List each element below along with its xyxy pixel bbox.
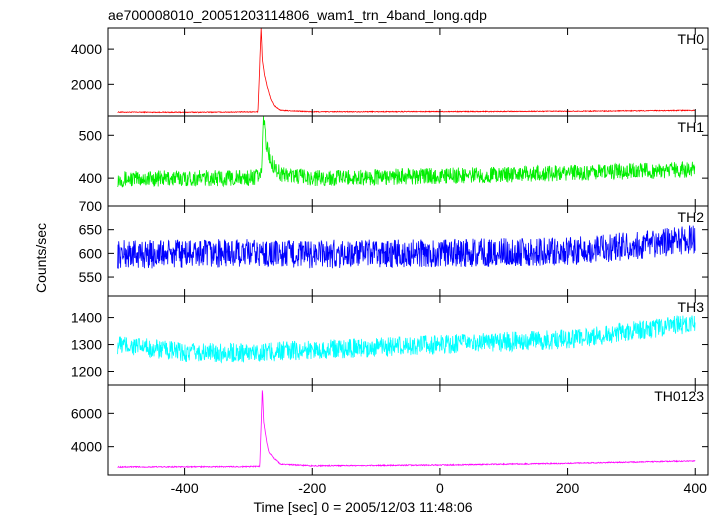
x-axis-label: Time [sec] 0 = 2005/12/03 11:48:06: [253, 499, 472, 515]
y-tick-label: 550: [79, 269, 103, 285]
panel-frame-th1: [107, 115, 709, 207]
x-tick-label: 400: [684, 480, 708, 496]
y-tick-label: 4000: [71, 41, 102, 57]
x-tick-label: -200: [298, 480, 326, 496]
chart-title: ae700008010_20051203114806_wam1_trn_4ban…: [108, 7, 487, 23]
y-tick-label: 1200: [71, 364, 102, 380]
y-tick-label: 650: [79, 222, 103, 238]
x-tick-label: -400: [171, 480, 199, 496]
y-tick-label: 1400: [71, 310, 102, 326]
y-tick-label: 4000: [71, 439, 102, 455]
series-line-th0: [117, 28, 696, 114]
series-line-th0123: [117, 390, 696, 469]
y-tick-label: 2000: [71, 76, 102, 92]
panel-label-th3: TH3: [678, 299, 705, 315]
y-tick-label: 600: [79, 245, 103, 261]
panel-label-th2: TH2: [678, 209, 705, 225]
panel-frame-th3: [107, 295, 709, 386]
panel-label-th0: TH0: [678, 31, 705, 47]
series-line-th1: [117, 116, 696, 188]
y-tick-label: 700: [79, 198, 103, 214]
y-tick-label: 1300: [71, 337, 102, 353]
y-tick-label: 6000: [71, 405, 102, 421]
x-tick-label: 0: [436, 480, 444, 496]
y-tick-label: 400: [79, 170, 103, 186]
series-line-th3: [117, 315, 696, 364]
panels-group: TH020004000TH1400500TH2550600650700TH312…: [71, 27, 709, 496]
panel-label-th0123: TH0123: [654, 388, 704, 404]
y-tick-label: 500: [79, 127, 103, 143]
series-line-th2: [117, 225, 696, 269]
panel-label-th1: TH1: [678, 119, 705, 135]
x-tick-label: 200: [556, 480, 580, 496]
y-axis-label: Counts/sec: [33, 223, 49, 293]
panel-frame-th0123: [107, 384, 709, 476]
panel-frame-th0: [107, 27, 709, 117]
